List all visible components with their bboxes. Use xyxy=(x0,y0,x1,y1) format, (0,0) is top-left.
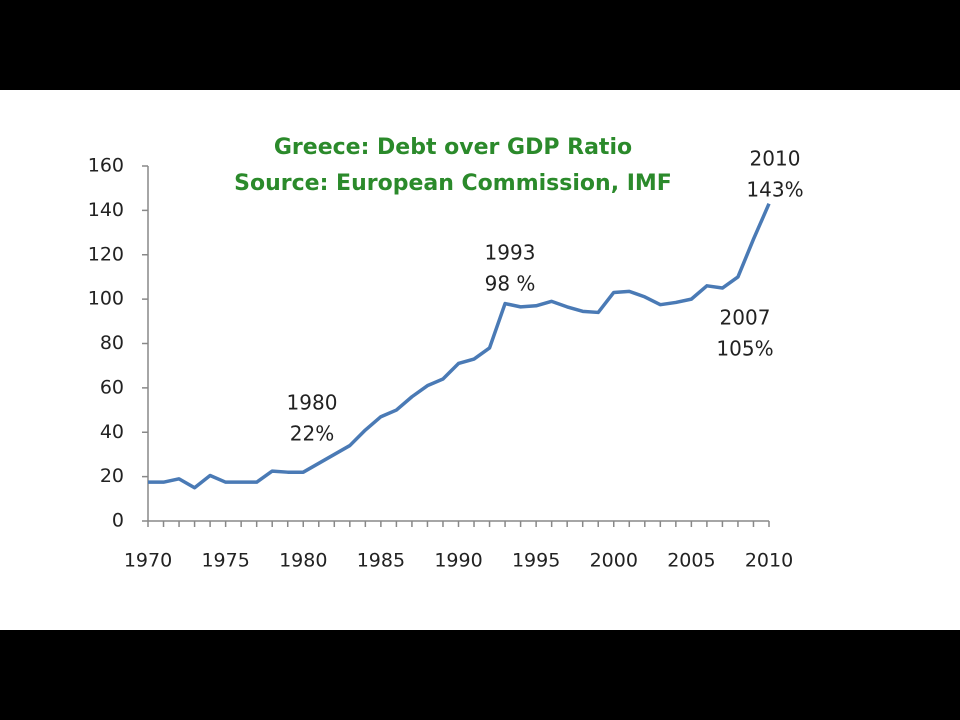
annotation: 1993 xyxy=(485,241,536,265)
y-tick-label: 100 xyxy=(88,288,124,310)
y-tick-label: 120 xyxy=(88,243,124,265)
x-tick-label: 2000 xyxy=(590,550,638,572)
annotation: 22% xyxy=(290,422,334,446)
y-tick-label: 0 xyxy=(112,510,124,532)
y-tick-label: 140 xyxy=(88,199,124,221)
annotation: 105% xyxy=(716,337,773,361)
x-tick-label: 1995 xyxy=(512,550,560,572)
annotation: 143% xyxy=(746,178,803,202)
chart-title: Greece: Debt over GDP Ratio xyxy=(274,135,632,160)
y-tick-label: 160 xyxy=(88,155,124,177)
data-line xyxy=(148,203,771,490)
annotation: 98 % xyxy=(485,272,536,296)
x-tick-label: 2005 xyxy=(667,550,715,572)
y-tick-label: 40 xyxy=(100,421,124,443)
annotation: 2010 xyxy=(750,147,801,171)
x-tick-label: 2010 xyxy=(745,550,793,572)
x-tick-label: 1970 xyxy=(124,550,172,572)
y-tick-label: 20 xyxy=(100,465,124,487)
x-tick-label: 1990 xyxy=(434,550,482,572)
annotation: 2007 xyxy=(720,306,771,330)
x-tick-label: 1985 xyxy=(357,550,405,572)
x-tick-label: 1975 xyxy=(201,550,249,572)
x-tick-label: 1980 xyxy=(279,550,327,572)
chart-subtitle: Source: European Commission, IMF xyxy=(234,171,672,196)
y-tick-label: 80 xyxy=(100,332,124,354)
y-tick-label: 60 xyxy=(100,376,124,398)
plot-background xyxy=(0,90,960,630)
annotation: 1980 xyxy=(287,391,338,415)
